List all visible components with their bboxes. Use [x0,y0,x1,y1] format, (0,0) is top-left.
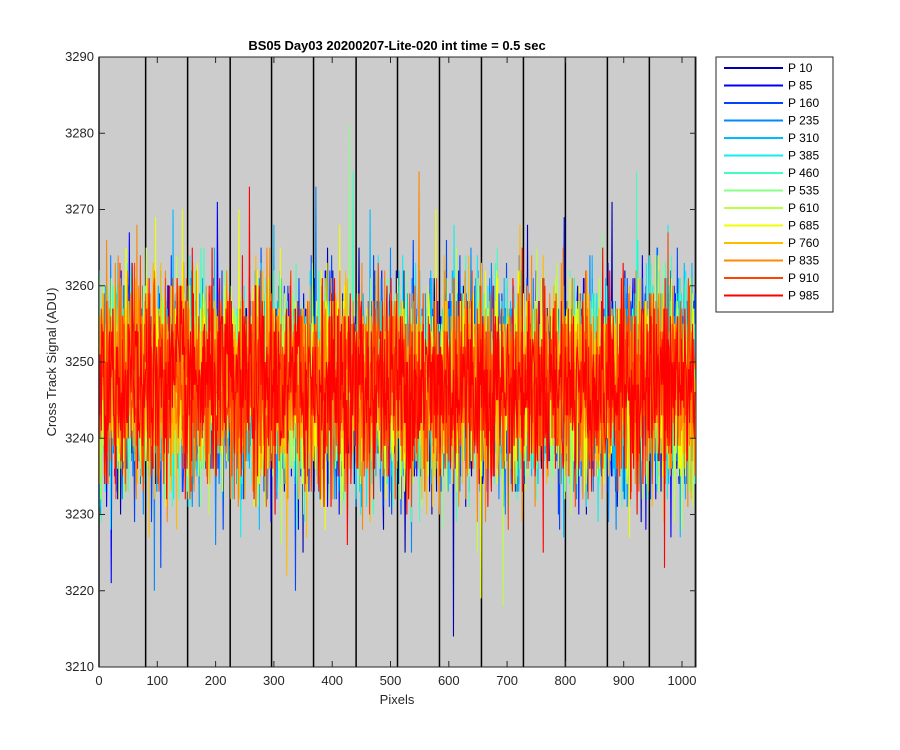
legend-box [715,56,834,313]
legend-label: P 985 [788,289,819,303]
x-tick-label: 400 [321,673,343,688]
x-tick-label: 0 [95,673,102,688]
x-tick-label: 100 [146,673,168,688]
x-axis-ticks: 0 100 200 300 400 500 600 700 800 900 1000 [95,57,696,688]
x-tick-label: 900 [613,673,635,688]
legend-label: P 160 [788,96,819,110]
legend-label: P 535 [788,184,819,198]
legend-label: P 10 [788,61,813,75]
y-tick-label: 3290 [65,49,94,64]
x-tick-label: 200 [205,673,227,688]
x-tick-label: 800 [555,673,577,688]
series-line-p-985 [98,186,696,568]
legend-label: P 385 [788,149,819,163]
legend-label: P 235 [788,114,819,128]
legend-label: P 610 [788,201,819,215]
x-tick-label: 1000 [668,673,697,688]
series-lines [98,125,696,637]
legend-label: P 760 [788,236,819,250]
x-axis-label: Pixels [380,692,415,707]
legend-label: P 85 [788,79,813,93]
y-tick-label: 3280 [65,125,94,140]
legend-label: P 835 [788,254,819,268]
x-tick-label: 700 [496,673,518,688]
y-tick-label: 3210 [65,659,94,674]
y-tick-label: 3240 [65,430,94,445]
y-tick-label: 3260 [65,278,94,293]
x-tick-label: 500 [380,673,402,688]
legend-label: P 910 [788,271,819,285]
y-tick-label: 3220 [65,583,94,598]
x-tick-label: 300 [263,673,285,688]
y-tick-label: 3270 [65,202,94,217]
y-tick-label: 3230 [65,507,94,522]
legend-label: P 310 [788,131,819,145]
x-tick-label: 600 [438,673,460,688]
legend-label: P 685 [788,219,819,233]
y-axis-label: Cross Track Signal (ADU) [44,288,59,437]
chart-title: BS05 Day03 20200207-Lite-020 int time = … [248,38,545,53]
y-tick-label: 3250 [65,354,94,369]
legend: P 10 P 85 P 160 P 235 P 310 P 385 P 460 P 535 P … [715,56,834,313]
legend-label: P 460 [788,166,819,180]
y-axis-ticks: 3210 3220 3230 3240 3250 3260 3270 3280 3290 [65,49,696,674]
